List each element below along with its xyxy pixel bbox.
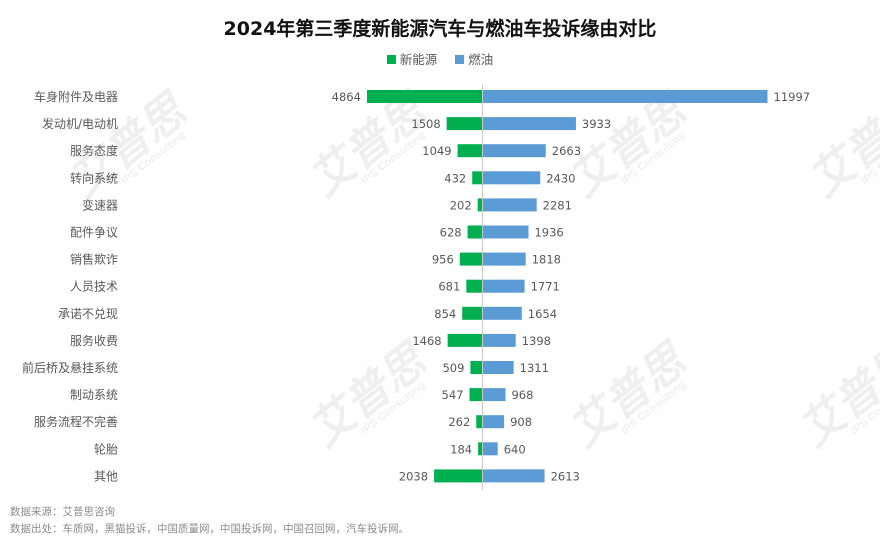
value-label-new-energy: 2038 [399,469,428,483]
footer: 数据来源：艾普思咨询 数据出处：车质网，黑猫投诉，中国质量网，中国投诉网，中国召… [10,504,409,538]
bar-fuel [482,117,576,131]
value-label-fuel: 1654 [528,307,557,321]
legend-swatch-new-energy [386,55,396,64]
bar-fuel [482,90,768,103]
bar-new-energy [434,469,483,483]
value-label-new-energy: 681 [438,280,460,294]
category-label: 承诺不兑现 [58,307,118,321]
bar-fuel [482,225,529,239]
bar-fuel [482,442,498,456]
value-label-fuel: 3933 [582,117,611,131]
bar-fuel [482,361,514,374]
category-label: 配件争议 [70,226,118,240]
bar-new-energy [466,279,483,293]
category-label: 人员技术 [70,280,118,294]
bar-fuel [482,252,526,266]
bar-new-energy [459,252,483,266]
value-label-new-energy: 1508 [411,117,440,131]
bar-new-energy [462,306,483,320]
legend-label-new-energy: 新能源 [399,52,438,67]
value-label-fuel: 2613 [551,469,580,483]
value-label-new-energy: 547 [442,388,464,402]
bar-new-energy [467,225,483,239]
value-label-new-energy: 4864 [332,90,361,104]
data-source-note: 数据来源：艾普思咨询 [10,506,115,518]
category-label: 前后桥及悬挂系统 [22,360,118,375]
value-label-new-energy: 509 [442,361,464,375]
category-label: 其他 [94,469,118,483]
category-label: 销售欺诈 [70,252,118,267]
legend-item-new-energy: 新能源 [386,49,438,68]
value-label-new-energy: 1049 [422,144,451,158]
bar-new-energy [457,144,483,158]
bar-fuel [482,415,505,429]
value-label-new-energy: 262 [448,415,470,429]
value-label-fuel: 1818 [532,253,561,267]
bar-fuel [482,469,545,483]
value-label-fuel: 2663 [552,144,581,158]
category-label: 轮胎 [94,442,118,456]
value-label-new-energy: 184 [450,442,472,456]
bar-new-energy [446,117,483,131]
category-label: 服务收费 [70,333,118,348]
bar-new-energy [478,442,483,456]
category-label: 服务流程不完善 [34,414,118,429]
bar-new-energy [469,388,483,402]
value-label-new-energy: 628 [440,226,462,240]
value-label-fuel: 1311 [520,361,549,375]
category-label: 变速器 [82,197,118,212]
bar-new-energy [472,171,483,185]
value-label-new-energy: 854 [434,307,456,321]
bar-new-energy [366,90,483,103]
bar-new-energy [447,333,483,347]
value-label-fuel: 1936 [534,226,563,240]
bar-fuel [482,144,546,158]
legend-swatch-fuel [455,55,465,64]
bar-fuel [482,388,506,402]
category-label: 服务态度 [70,143,118,158]
category-label: 转向系统 [70,170,118,185]
bar-new-energy [476,415,483,429]
value-label-fuel: 11997 [774,90,811,104]
data-origin-note: 数据出处：车质网，黑猫投诉，中国质量网，中国投诉网，中国召回网，汽车投诉网。 [10,523,409,535]
value-label-fuel: 2430 [546,171,575,185]
value-label-fuel: 908 [510,415,532,429]
category-label: 发动机/电动机 [42,116,118,131]
bar-fuel [482,171,541,185]
value-label-fuel: 640 [504,442,526,456]
value-label-fuel: 968 [511,388,533,402]
value-label-fuel: 2281 [543,198,572,212]
value-label-new-energy: 432 [444,171,466,185]
value-label-new-energy: 1468 [412,334,441,348]
bar-fuel [482,333,516,347]
value-label-new-energy: 956 [432,253,454,267]
legend-label-fuel: 燃油 [468,52,494,67]
category-label: 制动系统 [70,388,118,402]
legend-item-fuel: 燃油 [455,49,493,68]
legend: 新能源 燃油 [0,49,880,68]
value-label-new-energy: 202 [450,198,472,212]
value-label-fuel: 1771 [531,280,560,294]
category-label: 车身附件及电器 [34,89,118,104]
bar-new-energy [470,361,483,374]
bar-fuel [482,198,537,212]
bar-fuel [482,306,522,320]
chart-title: 2024年第三季度新能源汽车与燃油车投诉缘由对比 [223,18,657,40]
bar-fuel [482,279,525,293]
bar-new-energy [477,198,483,212]
value-label-fuel: 1398 [522,334,551,348]
